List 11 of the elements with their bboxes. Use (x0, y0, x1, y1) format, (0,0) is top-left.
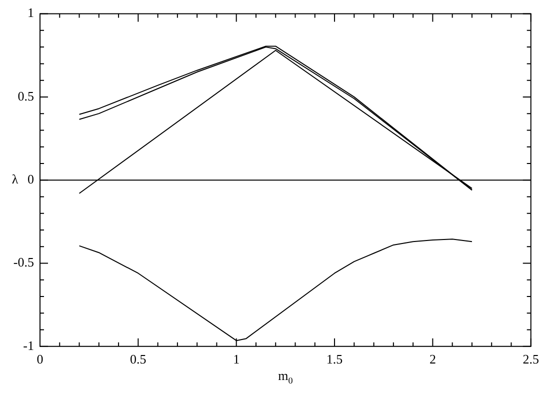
y-tick-label: 0 (28, 172, 34, 187)
y-tick-label: 1 (28, 5, 34, 20)
x-tick-label: 2.5 (522, 352, 539, 367)
x-tick-label: 1 (233, 352, 240, 367)
x-tick-label: 0.5 (130, 352, 146, 367)
y-axis-title: λ (12, 172, 19, 187)
x-tick-label: 2 (429, 352, 436, 367)
y-tick-label: -1 (23, 338, 34, 353)
y-tick-label: 0.5 (18, 88, 34, 104)
x-tick-label: 1.5 (326, 352, 343, 367)
y-tick-label: -0.5 (13, 254, 34, 270)
